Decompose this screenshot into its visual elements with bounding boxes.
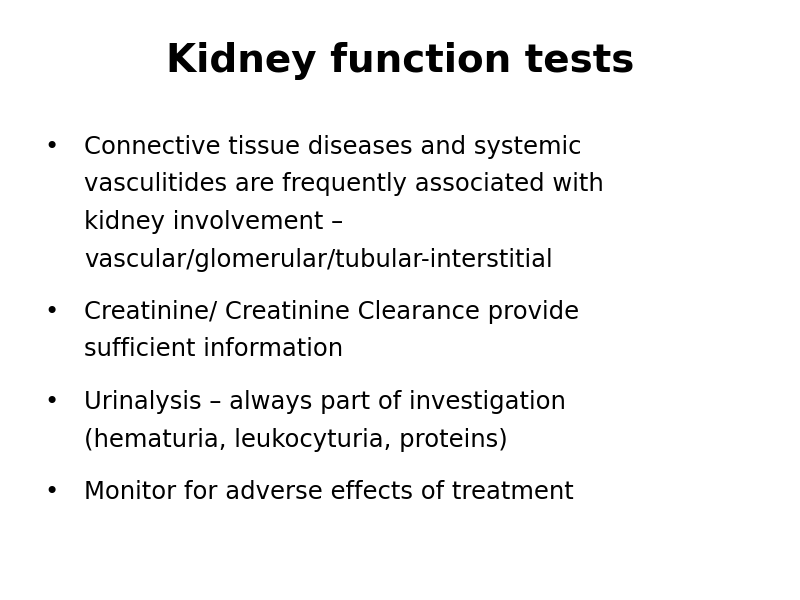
- Text: •: •: [44, 390, 58, 414]
- Text: Connective tissue diseases and systemic: Connective tissue diseases and systemic: [84, 135, 582, 159]
- Text: sufficient information: sufficient information: [84, 337, 343, 361]
- Text: •: •: [44, 135, 58, 159]
- Text: vascular/glomerular/tubular-interstitial: vascular/glomerular/tubular-interstitial: [84, 247, 553, 271]
- Text: Creatinine/ Creatinine Clearance provide: Creatinine/ Creatinine Clearance provide: [84, 300, 579, 324]
- Text: (hematuria, leukocyturia, proteins): (hematuria, leukocyturia, proteins): [84, 427, 508, 451]
- Text: kidney involvement –: kidney involvement –: [84, 210, 343, 234]
- Text: vasculitides are frequently associated with: vasculitides are frequently associated w…: [84, 173, 604, 196]
- Text: Monitor for adverse effects of treatment: Monitor for adverse effects of treatment: [84, 480, 574, 504]
- Text: Urinalysis – always part of investigation: Urinalysis – always part of investigatio…: [84, 390, 566, 414]
- Text: Kidney function tests: Kidney function tests: [166, 42, 634, 80]
- Text: •: •: [44, 480, 58, 504]
- Text: •: •: [44, 300, 58, 324]
